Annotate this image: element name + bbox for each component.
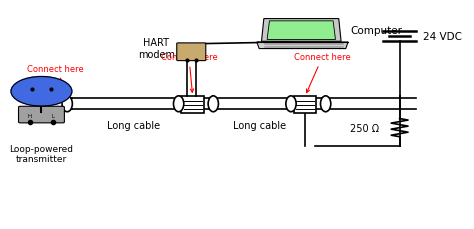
Ellipse shape bbox=[173, 96, 184, 112]
Polygon shape bbox=[257, 43, 348, 49]
Text: 24 VDC: 24 VDC bbox=[423, 32, 462, 42]
Ellipse shape bbox=[320, 96, 331, 112]
Text: H: H bbox=[27, 114, 32, 119]
Text: Connect here: Connect here bbox=[294, 53, 351, 93]
Text: Computer: Computer bbox=[350, 26, 402, 36]
Text: 250 Ω: 250 Ω bbox=[350, 123, 379, 133]
Text: L: L bbox=[52, 114, 55, 119]
Polygon shape bbox=[267, 22, 336, 40]
Circle shape bbox=[11, 77, 72, 106]
Ellipse shape bbox=[286, 96, 296, 112]
Text: Connect here: Connect here bbox=[161, 53, 217, 93]
Text: Long cable: Long cable bbox=[233, 121, 286, 131]
FancyBboxPatch shape bbox=[177, 44, 206, 61]
Ellipse shape bbox=[208, 96, 219, 112]
Text: Long cable: Long cable bbox=[107, 121, 161, 131]
Polygon shape bbox=[262, 19, 341, 42]
FancyBboxPatch shape bbox=[18, 107, 64, 123]
Text: HART
modem: HART modem bbox=[137, 38, 174, 60]
Ellipse shape bbox=[62, 96, 73, 112]
Text: Connect here: Connect here bbox=[27, 65, 84, 93]
Bar bbox=[182, 97, 204, 114]
Bar bbox=[294, 97, 316, 114]
Text: Loop-powered
transmitter: Loop-powered transmitter bbox=[9, 144, 73, 163]
